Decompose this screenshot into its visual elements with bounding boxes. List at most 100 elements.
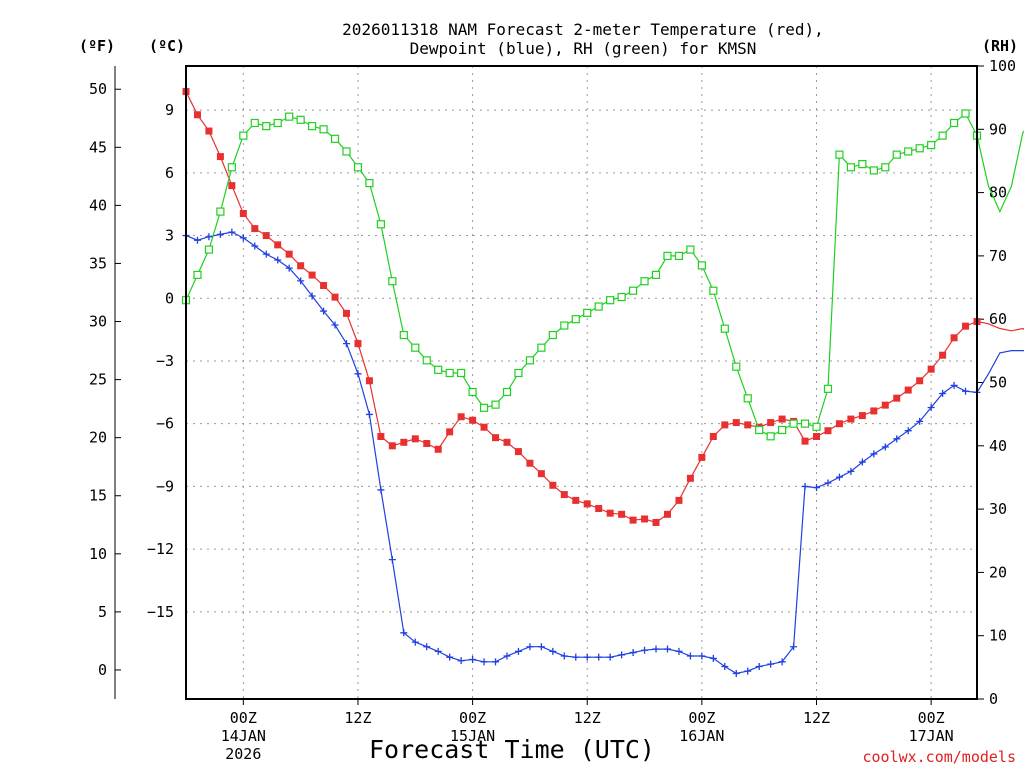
- celsius-tick-label: −6: [156, 415, 174, 433]
- temperature-point: [721, 421, 729, 429]
- temperature-point: [239, 210, 247, 218]
- rh-point: [560, 321, 569, 330]
- dewpoint-point: [629, 649, 637, 657]
- rh-point: [296, 115, 305, 124]
- time-tick-date: 16JAN: [679, 727, 724, 745]
- rh-tick-label: 50: [989, 374, 1007, 392]
- rh-point: [823, 384, 833, 393]
- temperature-point: [663, 510, 671, 518]
- dewpoint-point: [514, 647, 522, 655]
- plot-frame: [185, 65, 978, 700]
- temperature-point: [492, 434, 500, 442]
- rh-point: [502, 387, 512, 397]
- rh-point: [216, 207, 225, 216]
- time-tick-label: 00Z: [688, 709, 715, 727]
- dewpoint-point: [423, 643, 431, 651]
- dewpoint-point: [778, 658, 786, 666]
- fahrenheit-tick-label: 10: [89, 545, 107, 563]
- rh-point: [732, 362, 741, 371]
- temperature-point: [962, 322, 970, 330]
- temperature-point: [813, 433, 821, 441]
- dewpoint-point: [962, 387, 970, 395]
- rh-point: [961, 109, 970, 118]
- temperature-point: [778, 415, 786, 423]
- temperature-point: [618, 510, 626, 518]
- series-rh: [181, 109, 1024, 441]
- time-tick-label: 12Z: [344, 709, 371, 727]
- dewpoint-point: [939, 390, 947, 398]
- rh-point: [468, 387, 477, 397]
- rh-point: [743, 394, 752, 403]
- rh-point: [892, 150, 901, 159]
- temperature-point: [251, 225, 259, 233]
- rh-point: [904, 147, 913, 156]
- rh-point: [755, 425, 764, 435]
- temperature-point: [698, 453, 706, 461]
- rh-point: [915, 144, 924, 153]
- rh-tick-label: 90: [989, 120, 1007, 138]
- celsius-tick-label: 3: [165, 227, 174, 245]
- temperature-point: [537, 470, 545, 478]
- dewpoint-point: [904, 427, 912, 435]
- temperature-point: [675, 496, 683, 504]
- rh-point: [411, 343, 420, 352]
- series-layer: [181, 88, 1024, 677]
- rh-point: [778, 425, 787, 435]
- rh-point: [938, 131, 947, 140]
- rh-point: [308, 122, 317, 131]
- rh-point: [204, 245, 214, 254]
- time-tick-label: 12Z: [803, 709, 830, 727]
- rh-point: [537, 343, 546, 352]
- temperature-point: [297, 262, 305, 270]
- rh-point: [342, 147, 351, 156]
- temperature-point: [847, 415, 855, 423]
- dewpoint-point: [503, 652, 511, 660]
- rh-point: [376, 220, 385, 229]
- fahrenheit-tick-label: 40: [89, 196, 107, 214]
- credit-text: coolwx.com/models: [862, 748, 1016, 766]
- temperature-point: [686, 474, 694, 482]
- temperature-point: [457, 413, 465, 421]
- temperature-point: [411, 435, 419, 443]
- rh-point: [353, 163, 363, 172]
- rh-point: [835, 150, 844, 159]
- temperature-point: [916, 377, 924, 385]
- temperature-point: [927, 365, 935, 373]
- dewpoint-point: [663, 645, 671, 653]
- rh-point: [479, 403, 489, 412]
- rh-point: [846, 163, 855, 172]
- dewpoint-point: [824, 479, 832, 487]
- dewpoint-point: [216, 230, 224, 238]
- temperature-point: [274, 241, 282, 249]
- rh-point: [285, 112, 294, 121]
- temperature-point: [893, 394, 901, 402]
- temperature-point: [308, 271, 316, 279]
- celsius-axis: 9 6 3 0 −3 −6 −9 −12 −15: [147, 101, 174, 621]
- temperature-point: [744, 421, 752, 429]
- temperature-point: [881, 401, 889, 409]
- dewpoint-point: [492, 658, 500, 666]
- rh-point: [388, 277, 397, 286]
- celsius-unit-label: (ºC): [149, 37, 185, 55]
- dewpoint-point: [870, 450, 878, 458]
- rh-point: [812, 422, 821, 431]
- temperature-point: [870, 407, 878, 415]
- chart-title-line-1: 2026011318 NAM Forecast 2-meter Temperat…: [342, 20, 824, 39]
- fahrenheit-tick-label: 15: [89, 487, 107, 505]
- rh-point: [686, 245, 695, 254]
- dewpoint-point: [388, 556, 396, 564]
- rh-point: [399, 330, 408, 340]
- dewpoint-point: [572, 653, 580, 661]
- dewpoint-point: [686, 652, 694, 660]
- dewpoint-point: [847, 467, 855, 475]
- dewpoint-point: [354, 370, 362, 378]
- dewpoint-point: [239, 234, 247, 242]
- rh-point: [365, 179, 374, 188]
- rh-point: [319, 125, 328, 134]
- celsius-tick-label: −3: [156, 352, 174, 370]
- dewpoint-point: [652, 645, 660, 653]
- dewpoint-point: [595, 653, 603, 661]
- temperature-point: [365, 377, 373, 385]
